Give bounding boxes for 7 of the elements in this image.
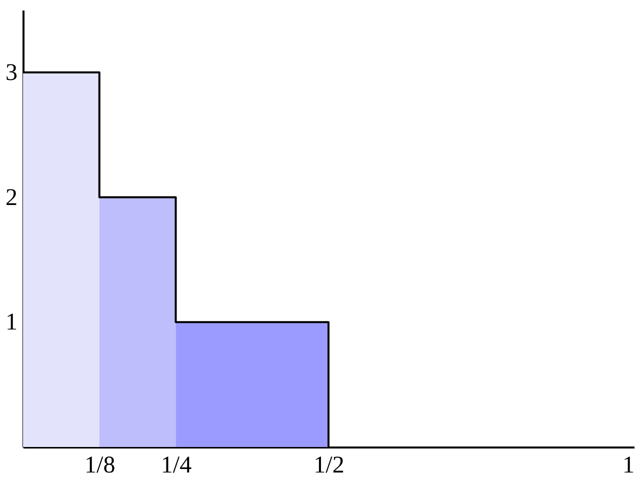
x-tick-label: 1/8 (84, 452, 116, 478)
x-tick-label: 1/2 (314, 452, 344, 478)
x-tick-label: 1/4 (160, 452, 192, 478)
y-tick-label: 2 (6, 184, 18, 211)
y-tick-label: 1 (6, 310, 18, 336)
x-tick-label: 1 (622, 452, 634, 478)
y-tick-label: 3 (6, 60, 18, 86)
